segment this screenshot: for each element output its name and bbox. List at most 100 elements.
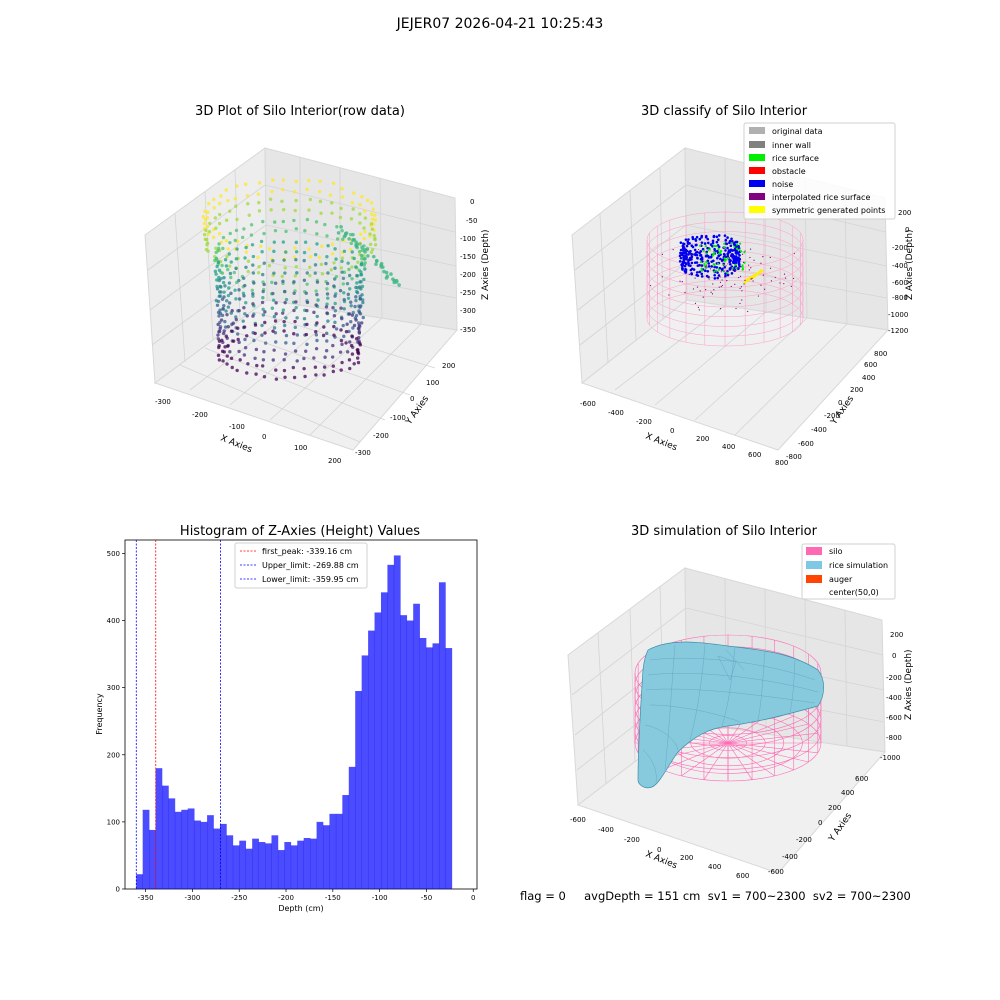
sim-ytick: 400: [841, 789, 854, 797]
histogram-bar: [149, 829, 156, 889]
cls-ytick: 200: [850, 386, 863, 394]
histogram-legend: first_peak: -339.16 cm Upper_limit: -269…: [234, 542, 368, 589]
simulation-plot-title: 3D simulation of Silo Interior: [631, 524, 817, 539]
histogram-bar: [239, 840, 247, 889]
cls-ztick: -1000: [888, 311, 908, 319]
classified-point-cloud: [650, 234, 795, 313]
cls-xtick: -200: [636, 418, 652, 426]
cls-xtick: 0: [670, 427, 674, 435]
raw-3d-scatter: -300 -200 -100 0 100 200 -300 -200 -100 …: [144, 147, 491, 465]
raw-plot-title: 3D Plot of Silo Interior(row data): [195, 104, 405, 119]
classify-3d-scatter: -600 -400 -200 0 200 400 600 800 -800 -6…: [571, 122, 915, 467]
sim-xtick: -600: [570, 816, 586, 824]
cls-zlabel: Z Axies (Depth): [905, 229, 915, 300]
histogram-bar: [355, 691, 362, 889]
sim-ytick: -600: [768, 868, 784, 876]
cls-ylabel: Y Axies: [829, 394, 857, 427]
histogram-bar: [207, 815, 214, 889]
legend-swatch: [806, 575, 822, 583]
histogram-yticks: 0 100 200 300 400 500: [107, 550, 125, 894]
histogram-bar: [245, 848, 253, 889]
histogram-bar: [271, 835, 279, 889]
histogram-bar: [361, 655, 369, 889]
raw-ztick: -350: [460, 326, 476, 334]
cls-ztick: -400: [892, 262, 908, 270]
histogram-xtick-label: -350: [138, 894, 154, 902]
classify-plot-title: 3D classify of Silo Interior: [640, 104, 808, 119]
histogram-bar: [194, 820, 201, 889]
raw-ytick: -300: [355, 449, 371, 457]
histogram-bar: [303, 837, 311, 889]
histogram-bar: [406, 620, 414, 889]
legend-swatch: [749, 141, 765, 148]
legend-label: Upper_limit: -269.88 cm: [262, 561, 359, 570]
status-footer: flag = 0 avgDepth = 151 cm sv1 = 700~230…: [520, 889, 911, 903]
raw-xtick: -300: [155, 398, 171, 406]
sim-ytick: 600: [855, 775, 868, 783]
cls-xtick: -600: [580, 400, 596, 408]
sim-xtick: -200: [624, 836, 640, 844]
sim-ytick: -400: [782, 853, 798, 861]
histogram-bar: [290, 845, 298, 889]
histogram-bar: [329, 813, 337, 889]
histogram-bar: [284, 842, 292, 889]
cls-xtick: 400: [722, 443, 735, 451]
legend-label: rice simulation: [829, 561, 888, 570]
legend-label: silo: [829, 547, 843, 556]
legend-label: rice surface: [772, 154, 819, 163]
histogram-bar: [413, 603, 420, 889]
histogram-xtick-label: 0: [471, 894, 475, 902]
histogram-bar: [323, 825, 330, 889]
sim-xtick: -400: [598, 826, 614, 834]
histogram-bar: [181, 809, 189, 889]
sim-ytick: 200: [828, 804, 841, 812]
legend-label: noise: [772, 180, 793, 189]
cls-ytick: 800: [874, 350, 887, 358]
legend-label: obstacle: [772, 167, 806, 176]
histogram-bar: [380, 592, 388, 889]
legend-swatch: [749, 127, 765, 134]
histogram-bar: [419, 637, 427, 889]
histogram-bar: [187, 808, 195, 889]
histogram-xtick-label: -300: [184, 894, 200, 902]
histogram-xtick-label: -150: [325, 894, 341, 902]
histogram-bar: [445, 648, 453, 889]
legend-label: inner wall: [772, 141, 811, 150]
sim-ytick: 0: [818, 819, 822, 827]
histogram-bar: [335, 813, 343, 889]
classify-legend: original data inner wall rice surface ob…: [743, 122, 896, 220]
legend-label: first_peak: -339.16 cm: [262, 547, 352, 556]
histogram-ytick-label: 400: [107, 617, 120, 625]
raw-xtick: 200: [328, 457, 341, 465]
simulation-3d: -600 -400 -200 0 200 400 600 -600 -400 -…: [567, 543, 914, 880]
cls-xtick: 600: [748, 451, 761, 459]
sim-ztick: 200: [890, 631, 903, 639]
histogram-xtick-label: -50: [421, 894, 432, 902]
sim-xtick: 200: [680, 854, 693, 862]
raw-ytick: 200: [442, 362, 455, 370]
histogram-ytick-label: 500: [107, 550, 120, 558]
histogram-bar: [342, 795, 350, 889]
sim-ztick: -800: [886, 734, 902, 742]
histogram-xticks: -350 -300 -250 -200 -150 -100 -50 0: [138, 889, 475, 902]
sim-ztick: -1000: [880, 754, 900, 762]
legend-swatch: [806, 547, 822, 555]
legend-label: symmetric generated points: [772, 206, 885, 215]
cls-ytick: 600: [864, 361, 877, 369]
cls-xtick: -400: [608, 409, 624, 417]
raw-xtick: -100: [229, 423, 245, 431]
histogram-bar: [232, 845, 240, 889]
legend-label: interpolated rice surface: [772, 193, 870, 202]
raw-ztick: -200: [460, 271, 476, 279]
histogram-xlabel: Depth (cm): [278, 904, 323, 913]
histogram-title: Histogram of Z-Axies (Height) Values: [179, 524, 421, 539]
raw-point-cloud: [201, 178, 401, 381]
sim-zlabel: Z Axies (Depth): [904, 649, 914, 720]
legend-swatch: [749, 180, 765, 187]
histogram-bar: [438, 582, 446, 889]
legend-swatch: [749, 206, 765, 213]
raw-ytick: -100: [390, 414, 406, 422]
raw-ztick: -100: [460, 235, 476, 243]
raw-ztick: -250: [460, 289, 476, 297]
histogram-xtick-label: -200: [278, 894, 294, 902]
